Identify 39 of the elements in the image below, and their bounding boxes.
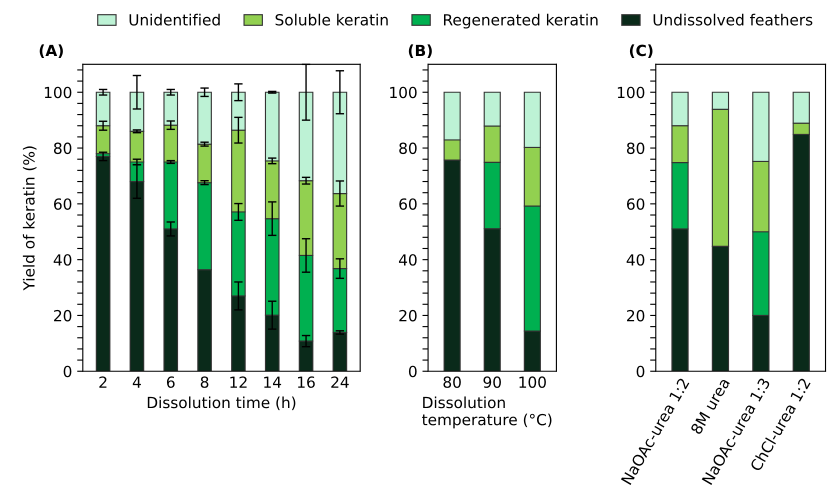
x-tick-label: 14 <box>264 376 282 388</box>
y-tick-label: 0 <box>408 366 417 378</box>
y-tick-label: 60 <box>54 198 72 210</box>
x-axis-title: Dissolution temperature (°C) <box>422 396 552 428</box>
y-tick-label: 40 <box>54 254 72 266</box>
chart-title: (C) <box>630 44 652 58</box>
x-tick-label: 8 <box>200 376 208 388</box>
legend-label: Undissolved feathers <box>654 14 812 26</box>
x-tick-label: 24 <box>331 376 349 388</box>
y-tick-label: 20 <box>627 310 644 322</box>
y-axis-title: Yield of keratin (%) <box>22 146 37 291</box>
x-tick-label: 12 <box>230 376 247 388</box>
x-tick-label: 6 <box>166 376 175 388</box>
legend-label: Unidentified <box>130 14 220 26</box>
y-tick-label: 100 <box>44 86 72 98</box>
y-tick-label: 0 <box>636 366 644 378</box>
x-tick-label: 2 <box>99 376 106 388</box>
y-tick-label: 0 <box>64 366 72 378</box>
y-tick-label: 100 <box>390 86 417 98</box>
y-tick-label: 20 <box>399 310 417 322</box>
y-tick-label: 80 <box>399 142 417 154</box>
y-tick-label: 40 <box>398 254 417 266</box>
y-tick-label: 60 <box>399 198 417 210</box>
x-tick-label: 4 <box>132 376 141 388</box>
legend-label: Regenerated keratin <box>444 14 598 29</box>
x-axis-title: Dissolution time (h) <box>148 396 296 410</box>
legend-label: Soluble keratin <box>276 14 388 26</box>
y-tick-label: 20 <box>54 310 72 322</box>
y-tick-label: 40 <box>626 254 644 266</box>
chart-title: (B) <box>408 44 432 58</box>
y-tick-label: 100 <box>618 86 644 98</box>
y-tick-label: 80 <box>54 142 72 154</box>
y-tick-label: 80 <box>626 142 644 154</box>
chart-title: (A) <box>40 44 63 58</box>
x-tick-label: 16 <box>298 376 315 388</box>
x-tick-label: 80 <box>443 376 461 388</box>
y-tick-label: 60 <box>626 198 644 210</box>
x-tick-label: 90 <box>483 376 501 388</box>
x-tick-label: 100 <box>519 376 546 388</box>
